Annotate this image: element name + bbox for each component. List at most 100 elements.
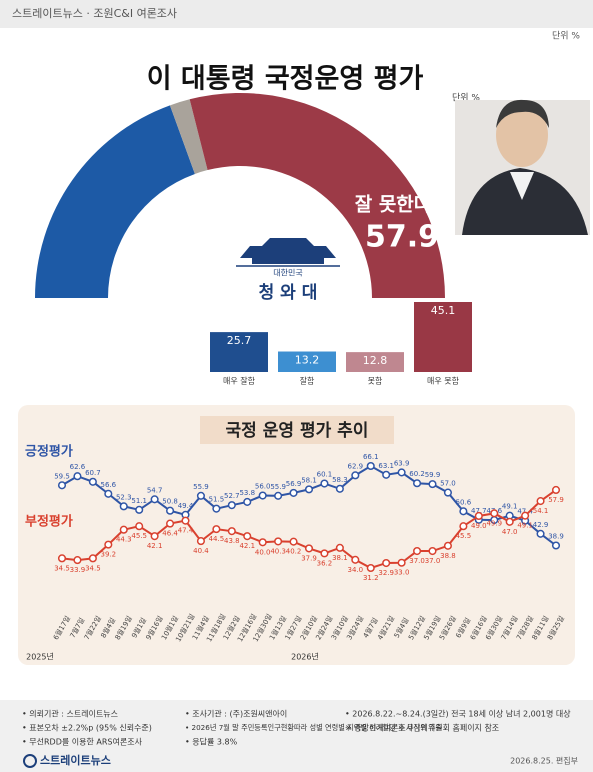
point [397, 468, 406, 477]
point-label: 42.1 [239, 542, 255, 550]
point [413, 546, 422, 556]
segment-label: 모름 [250, 172, 267, 183]
photo [455, 99, 590, 235]
footer-line: • 조사기관 : (주)조원씨앤아이 [185, 709, 287, 719]
point-label: 43.8 [224, 537, 240, 545]
point [274, 491, 283, 500]
point [521, 511, 530, 520]
point [320, 549, 329, 558]
point-label: 56.9 [286, 480, 302, 488]
point [289, 488, 298, 497]
footer-line: • 2026년 7월 말 주민등록인구현황따라 성별 연령별 지역별 비례할당 … [185, 723, 443, 732]
point-label: 55.9 [193, 483, 209, 491]
bar [346, 352, 404, 372]
point [104, 489, 113, 498]
point [258, 538, 267, 547]
point-label: 40.3 [270, 547, 286, 555]
point-label: 49.1 [517, 522, 533, 530]
bar-chart: 25.7 매우 잘함 13.2 잘함 12.8 못함 45.1 매우 못함 [210, 302, 472, 386]
point [505, 517, 514, 526]
point [551, 541, 561, 550]
point-label: 31.2 [363, 574, 379, 582]
point-label: 62.9 [348, 462, 364, 470]
point-label: 32.9 [378, 569, 394, 577]
point-label: 51.5 [209, 496, 225, 504]
point [135, 522, 144, 531]
legend-entry: 긍정평가 [25, 444, 73, 460]
point-label: 37.0 [425, 557, 441, 565]
footer-line: • 의뢰기관 : 스트레이트뉴스 [22, 709, 118, 719]
bar [278, 351, 336, 372]
point-label: 66.1 [363, 453, 379, 461]
point-label: 50.8 [162, 498, 178, 506]
segment-label: 잘 못한다 [355, 194, 432, 216]
point-label: 38.1 [332, 554, 348, 562]
point-label: 49.0 [471, 522, 487, 530]
point-label: 58.3 [332, 476, 348, 484]
footer-bg [0, 700, 593, 772]
bar-category: 매우 못함 [427, 377, 460, 386]
point [304, 485, 314, 494]
point [135, 505, 144, 514]
point-label: 39.2 [101, 551, 117, 559]
segment-value: 38.9 [145, 218, 219, 253]
point-label: 49.4 [178, 502, 194, 510]
point [88, 554, 97, 563]
bar-value: 25.7 [227, 334, 252, 347]
emblem [236, 238, 340, 267]
point-label: 45.5 [456, 532, 472, 540]
point [536, 529, 545, 538]
bar-value: 45.1 [431, 304, 456, 317]
segment-value: 57.9 [365, 220, 439, 255]
point-label: 59.9 [425, 471, 441, 479]
point-label: 44.5 [209, 535, 225, 543]
point [150, 495, 159, 504]
emblem-country: 대한민국 [273, 268, 302, 278]
point-label: 34.5 [85, 564, 101, 572]
donut-title: 이 대통령 국정운영 평가 [147, 64, 424, 95]
footer-logo: 스트레이트뉴스 [40, 753, 111, 767]
point-label: 47.7 [471, 507, 487, 515]
point [304, 544, 314, 553]
point-label: 59.5 [54, 472, 70, 480]
point-label: 34.5 [54, 564, 70, 572]
point [212, 525, 221, 534]
point [227, 501, 236, 510]
point [181, 516, 190, 525]
point [258, 491, 267, 500]
point [397, 558, 406, 567]
segment-label: 잘한다 [164, 194, 217, 216]
header-unit: 단위 % [552, 31, 580, 42]
point [274, 537, 283, 546]
point [227, 527, 236, 536]
bar [414, 302, 472, 372]
footer-date: 2026.8.25. 편집부 [510, 756, 578, 766]
point [104, 540, 113, 549]
point [166, 506, 175, 515]
point [351, 555, 360, 564]
point-label: 40.2 [286, 548, 302, 556]
point-label: 56.0 [255, 483, 271, 491]
point [459, 522, 468, 531]
point [243, 532, 252, 541]
footer-line: • 응답률 3.8% [185, 737, 238, 747]
footer-line: • 표본오차 ±2.2%p (95% 신뢰수준) [22, 724, 152, 733]
point [551, 485, 561, 495]
point [413, 479, 422, 488]
year-label: 2025년 [26, 652, 54, 662]
point [335, 484, 344, 493]
point [536, 497, 545, 506]
point-label: 45.5 [131, 532, 147, 540]
point [196, 537, 205, 546]
point [88, 477, 97, 486]
point [366, 461, 375, 471]
point-label: 52.3 [116, 493, 132, 501]
point [459, 507, 468, 516]
point-label: 49.9 [486, 519, 502, 527]
point [474, 511, 483, 521]
point-label: 37.9 [301, 554, 317, 562]
point-label: 47.4 [178, 527, 194, 535]
point [443, 488, 452, 497]
